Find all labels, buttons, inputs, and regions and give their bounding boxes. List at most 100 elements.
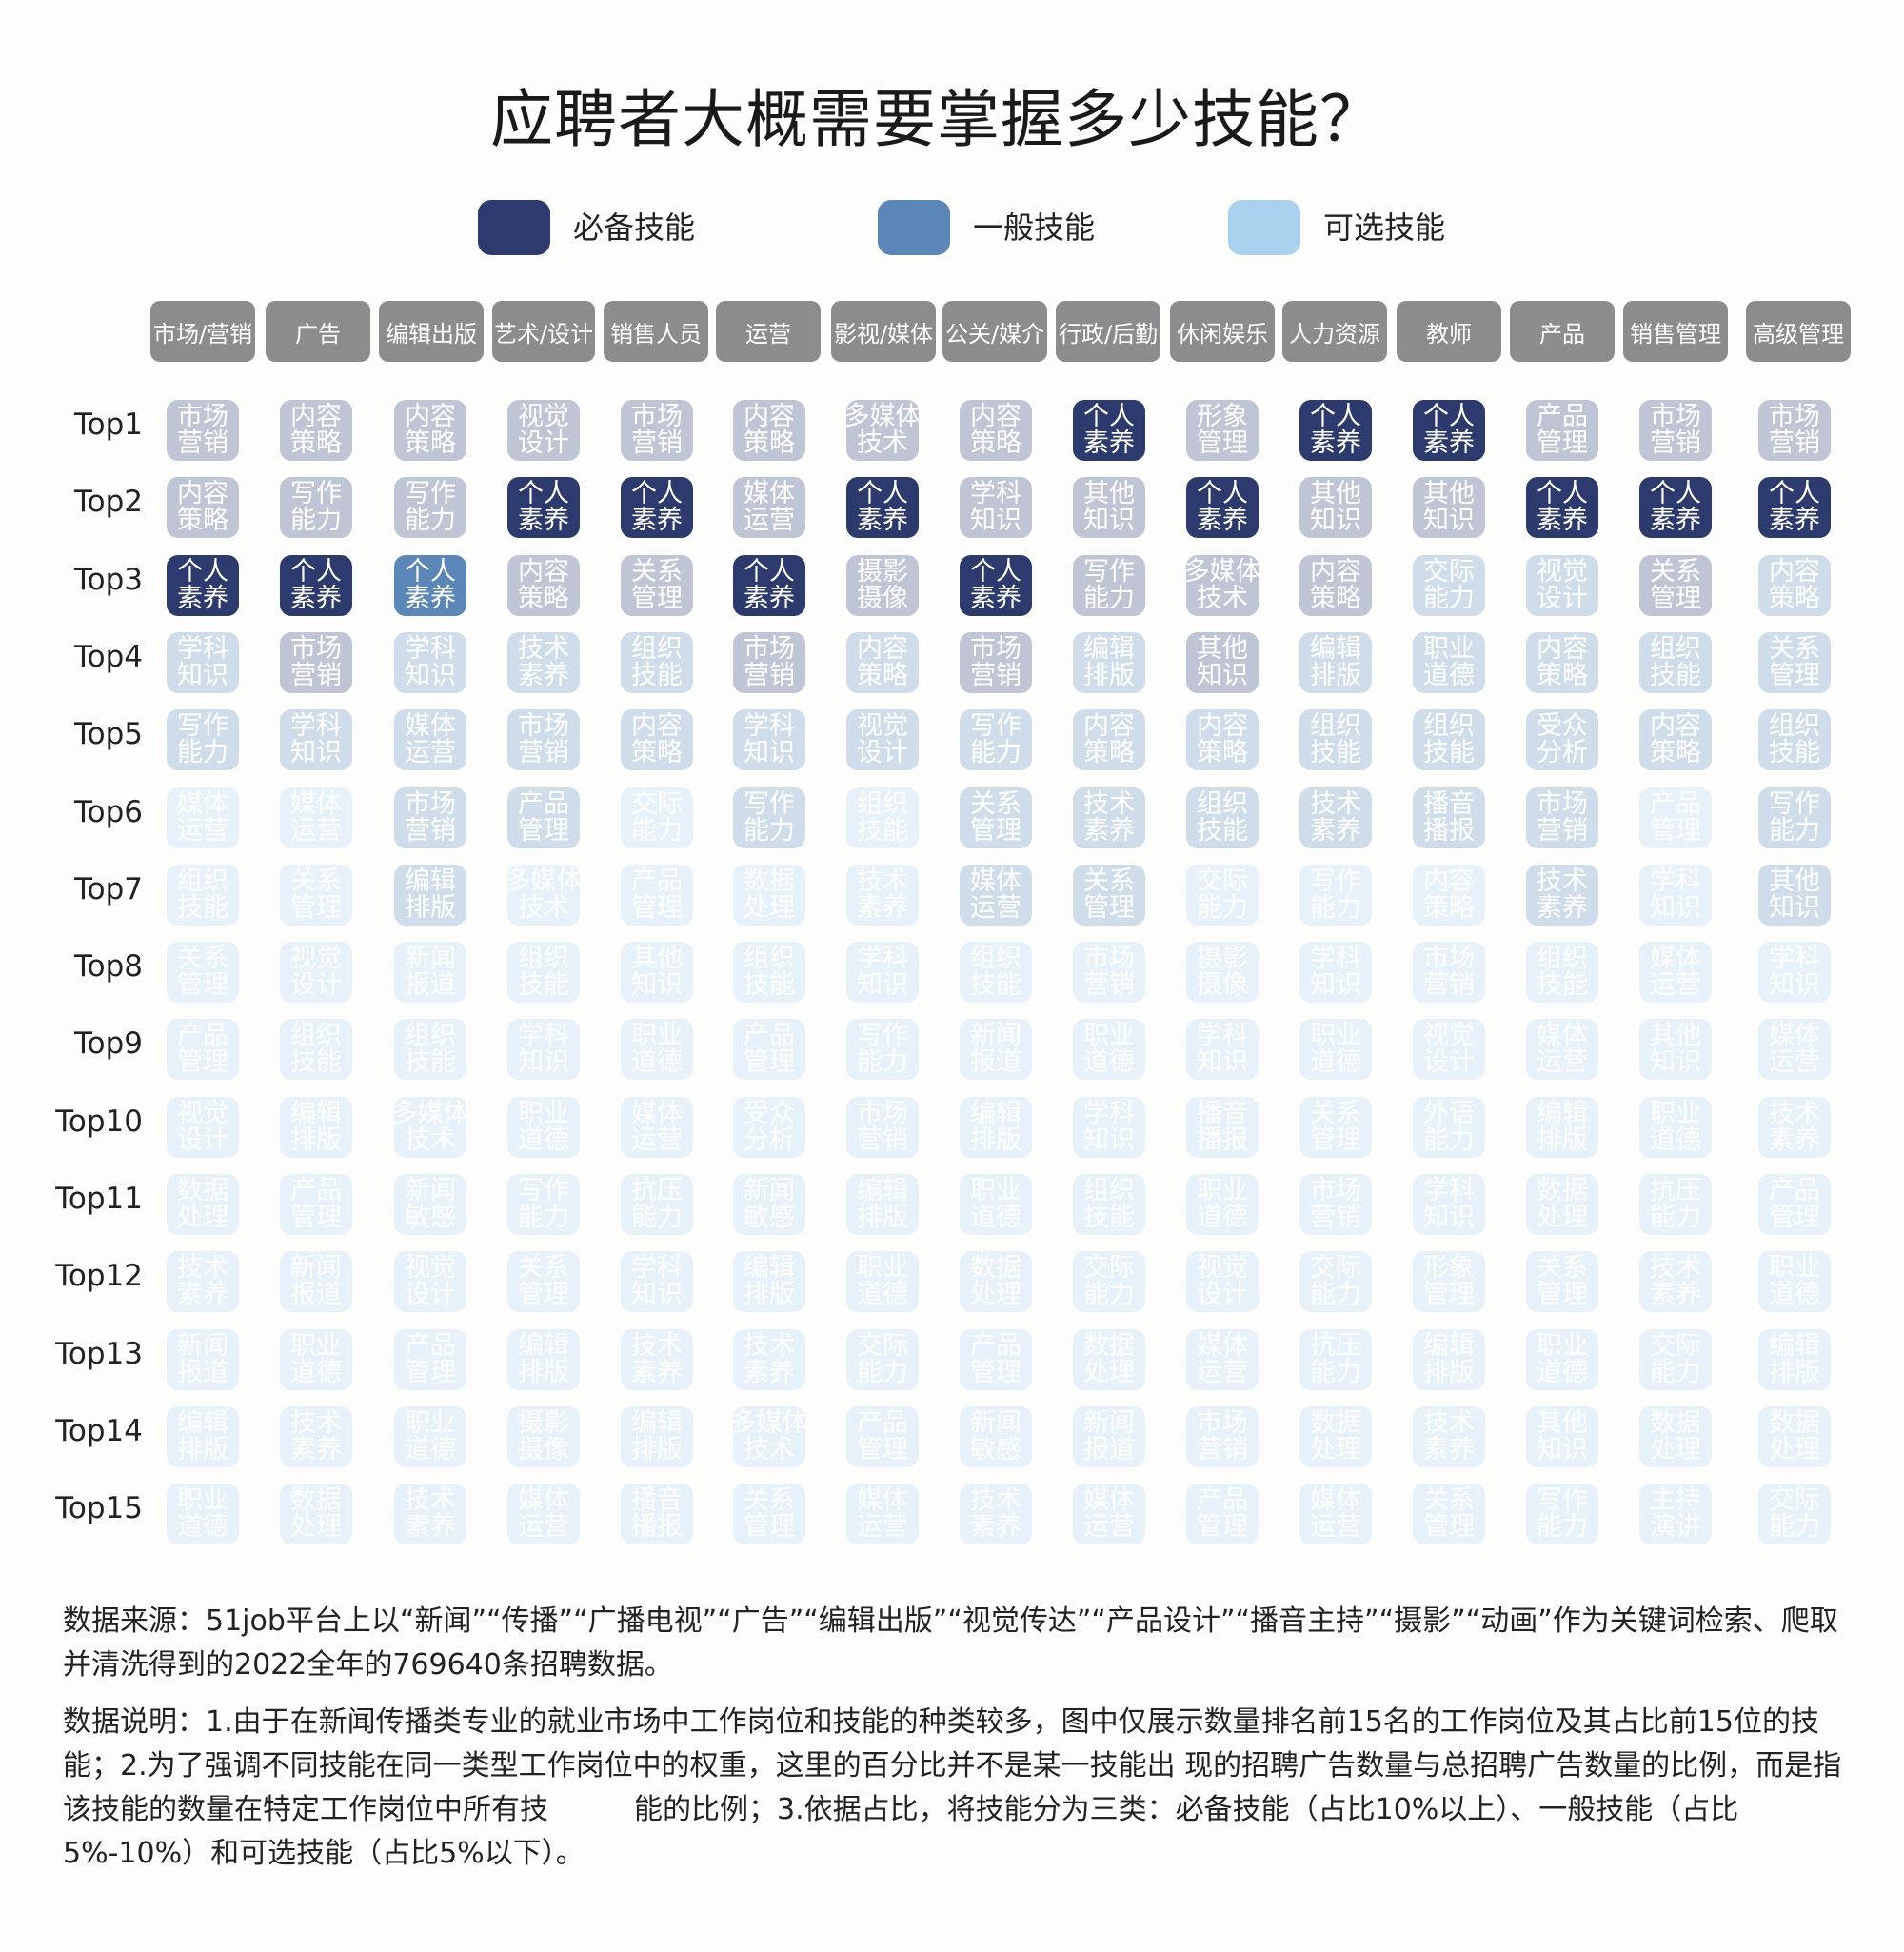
skill-text: 设计 <box>1197 1280 1248 1310</box>
skill-text: 媒体 <box>518 1485 569 1516</box>
skill-cell: 职业 道德 <box>1299 1019 1372 1081</box>
skill-text: 素养 <box>518 660 569 690</box>
skill-cell: 市场 营销 <box>621 400 693 461</box>
skill-text: 技术 <box>1537 866 1588 896</box>
skill-cell: 关系 管理 <box>733 1484 805 1545</box>
skill-text: 抗压 <box>1310 1330 1361 1361</box>
skill-text: 运营 <box>1537 1047 1588 1078</box>
row-label: Top14 <box>55 1413 143 1448</box>
skill-cell: 市场 营销 <box>846 1096 919 1158</box>
skill-text: 内容 <box>1537 633 1588 664</box>
skill-text: 媒体 <box>1083 1485 1135 1516</box>
skill-text: 处理 <box>1310 1434 1361 1464</box>
skill-cell: 编辑 排版 <box>507 1328 580 1390</box>
skill-text: 道德 <box>1083 1047 1135 1078</box>
skill-cell: 媒体 运营 <box>733 477 805 539</box>
skill-cell: 产品 管理 <box>960 1328 1032 1390</box>
data-description-note: 数据说明：1.由于在新闻传播类专业的就业市场中工作岗位和技能的种类较多，图中仅展… <box>63 1705 1842 1870</box>
skill-cell: 交际 能力 <box>1758 1484 1831 1545</box>
skill-text: 学科 <box>177 633 228 664</box>
skill-text: 数据 <box>177 1176 228 1205</box>
skill-text: 知识 <box>970 506 1021 536</box>
skill-text: 素养 <box>744 1357 795 1387</box>
skill-text: 运营 <box>744 506 795 536</box>
skill-text: 策略 <box>518 583 569 613</box>
skill-text: 技能 <box>1083 1203 1135 1232</box>
skill-text: 道德 <box>177 1512 228 1543</box>
skill-text: 分析 <box>1537 738 1588 768</box>
skill-text: 素养 <box>857 892 908 923</box>
skill-text: 编辑 <box>1083 633 1135 664</box>
row-label: Top6 <box>73 794 143 829</box>
skill-cell: 学科 知识 <box>167 631 239 693</box>
skill-text: 写作 <box>290 479 342 509</box>
skill-cell: 其他 知识 <box>1639 1019 1712 1081</box>
skill-cell: 抗压 能力 <box>621 1174 693 1235</box>
skill-text: 素养 <box>1310 428 1361 458</box>
skill-text: 内容 <box>177 479 228 509</box>
skill-text: 关系 <box>1769 633 1820 664</box>
skill-text: 策略 <box>1310 583 1361 613</box>
skill-text: 职业 <box>631 1021 683 1051</box>
skill-cell: 写作 能力 <box>1758 787 1831 848</box>
skill-text: 策略 <box>405 428 456 458</box>
skill-text: 道德 <box>1650 1125 1701 1155</box>
skill-text: 市场 <box>177 402 228 431</box>
skill-text: 主持 <box>1650 1485 1701 1516</box>
skill-text: 知识 <box>1537 1434 1588 1464</box>
skill-text: 市场 <box>1083 944 1135 974</box>
skill-text: 技术 <box>1083 788 1135 819</box>
row-label: Top11 <box>55 1182 143 1216</box>
skill-cell: 媒体 运营 <box>1186 1328 1259 1390</box>
skill-text: 排版 <box>631 1434 683 1464</box>
skill-text: 技术 <box>405 1485 456 1516</box>
skill-cell: 组织 技能 <box>621 631 693 693</box>
skill-text: 学科 <box>1423 1176 1475 1205</box>
skill-text: 排版 <box>744 1280 795 1310</box>
skill-text: 设计 <box>518 428 569 458</box>
skill-cell: 媒体 运营 <box>960 864 1032 926</box>
skill-text: 运营 <box>1650 970 1701 1001</box>
skill-cell: 市场 营销 <box>1186 1405 1259 1467</box>
skill-text: 营销 <box>631 428 683 458</box>
skill-text: 能力 <box>1769 1512 1820 1543</box>
skill-cell: 个人 素养 <box>507 477 580 539</box>
skill-text: 管理 <box>177 1047 228 1078</box>
skill-text: 个人 <box>518 479 569 509</box>
skill-text: 知识 <box>1423 1203 1475 1232</box>
skill-cell: 媒体 运营 <box>1073 1484 1145 1545</box>
skill-text: 运营 <box>970 892 1021 923</box>
skill-text: 管理 <box>518 815 569 846</box>
skill-text: 关系 <box>970 788 1021 819</box>
skill-cell: 内容 策略 <box>280 400 352 461</box>
skill-cell: 产品 管理 <box>167 1019 239 1081</box>
skill-cell: 数据 处理 <box>1073 1328 1145 1390</box>
skill-cell: 技术 素养 <box>960 1484 1032 1545</box>
skill-text: 素养 <box>1083 428 1135 458</box>
skill-cell: 关系 管理 <box>621 554 693 616</box>
skill-text: 媒体 <box>1197 1330 1248 1361</box>
skill-cell: 写作 能力 <box>507 1174 580 1235</box>
skill-text: 媒体 <box>631 1098 683 1128</box>
skill-text: 市场 <box>1650 402 1701 431</box>
skill-text: 排版 <box>1083 660 1135 690</box>
skill-text: 新闻 <box>744 1176 795 1205</box>
skill-text: 知识 <box>1310 506 1361 536</box>
skill-text: 内容 <box>1650 711 1701 742</box>
skill-text: 能力 <box>177 738 228 768</box>
column-header: 广告 <box>266 301 370 362</box>
skill-text: 关系 <box>1537 1253 1588 1284</box>
skill-cell: 视觉 设计 <box>846 709 919 771</box>
skill-cell: 媒体 运营 <box>394 709 466 771</box>
skill-text: 技术 <box>518 892 569 923</box>
skill-text: 处理 <box>290 1512 342 1543</box>
skill-cell: 技术 素养 <box>1073 787 1145 848</box>
skill-text: 市场 <box>405 788 456 819</box>
skill-text: 交际 <box>1650 1330 1701 1361</box>
skill-text: 能力 <box>1423 1125 1475 1155</box>
skill-text: 写作 <box>1310 866 1361 896</box>
skill-text: 能力 <box>1423 583 1475 613</box>
skill-text: 排版 <box>1769 1357 1820 1387</box>
footnotes: 数据来源：51job平台上以“新闻”“传播”“广播电视”“广告”“编辑出版”“视… <box>63 1600 1853 1889</box>
skill-cell: 市场 营销 <box>1299 1174 1372 1235</box>
